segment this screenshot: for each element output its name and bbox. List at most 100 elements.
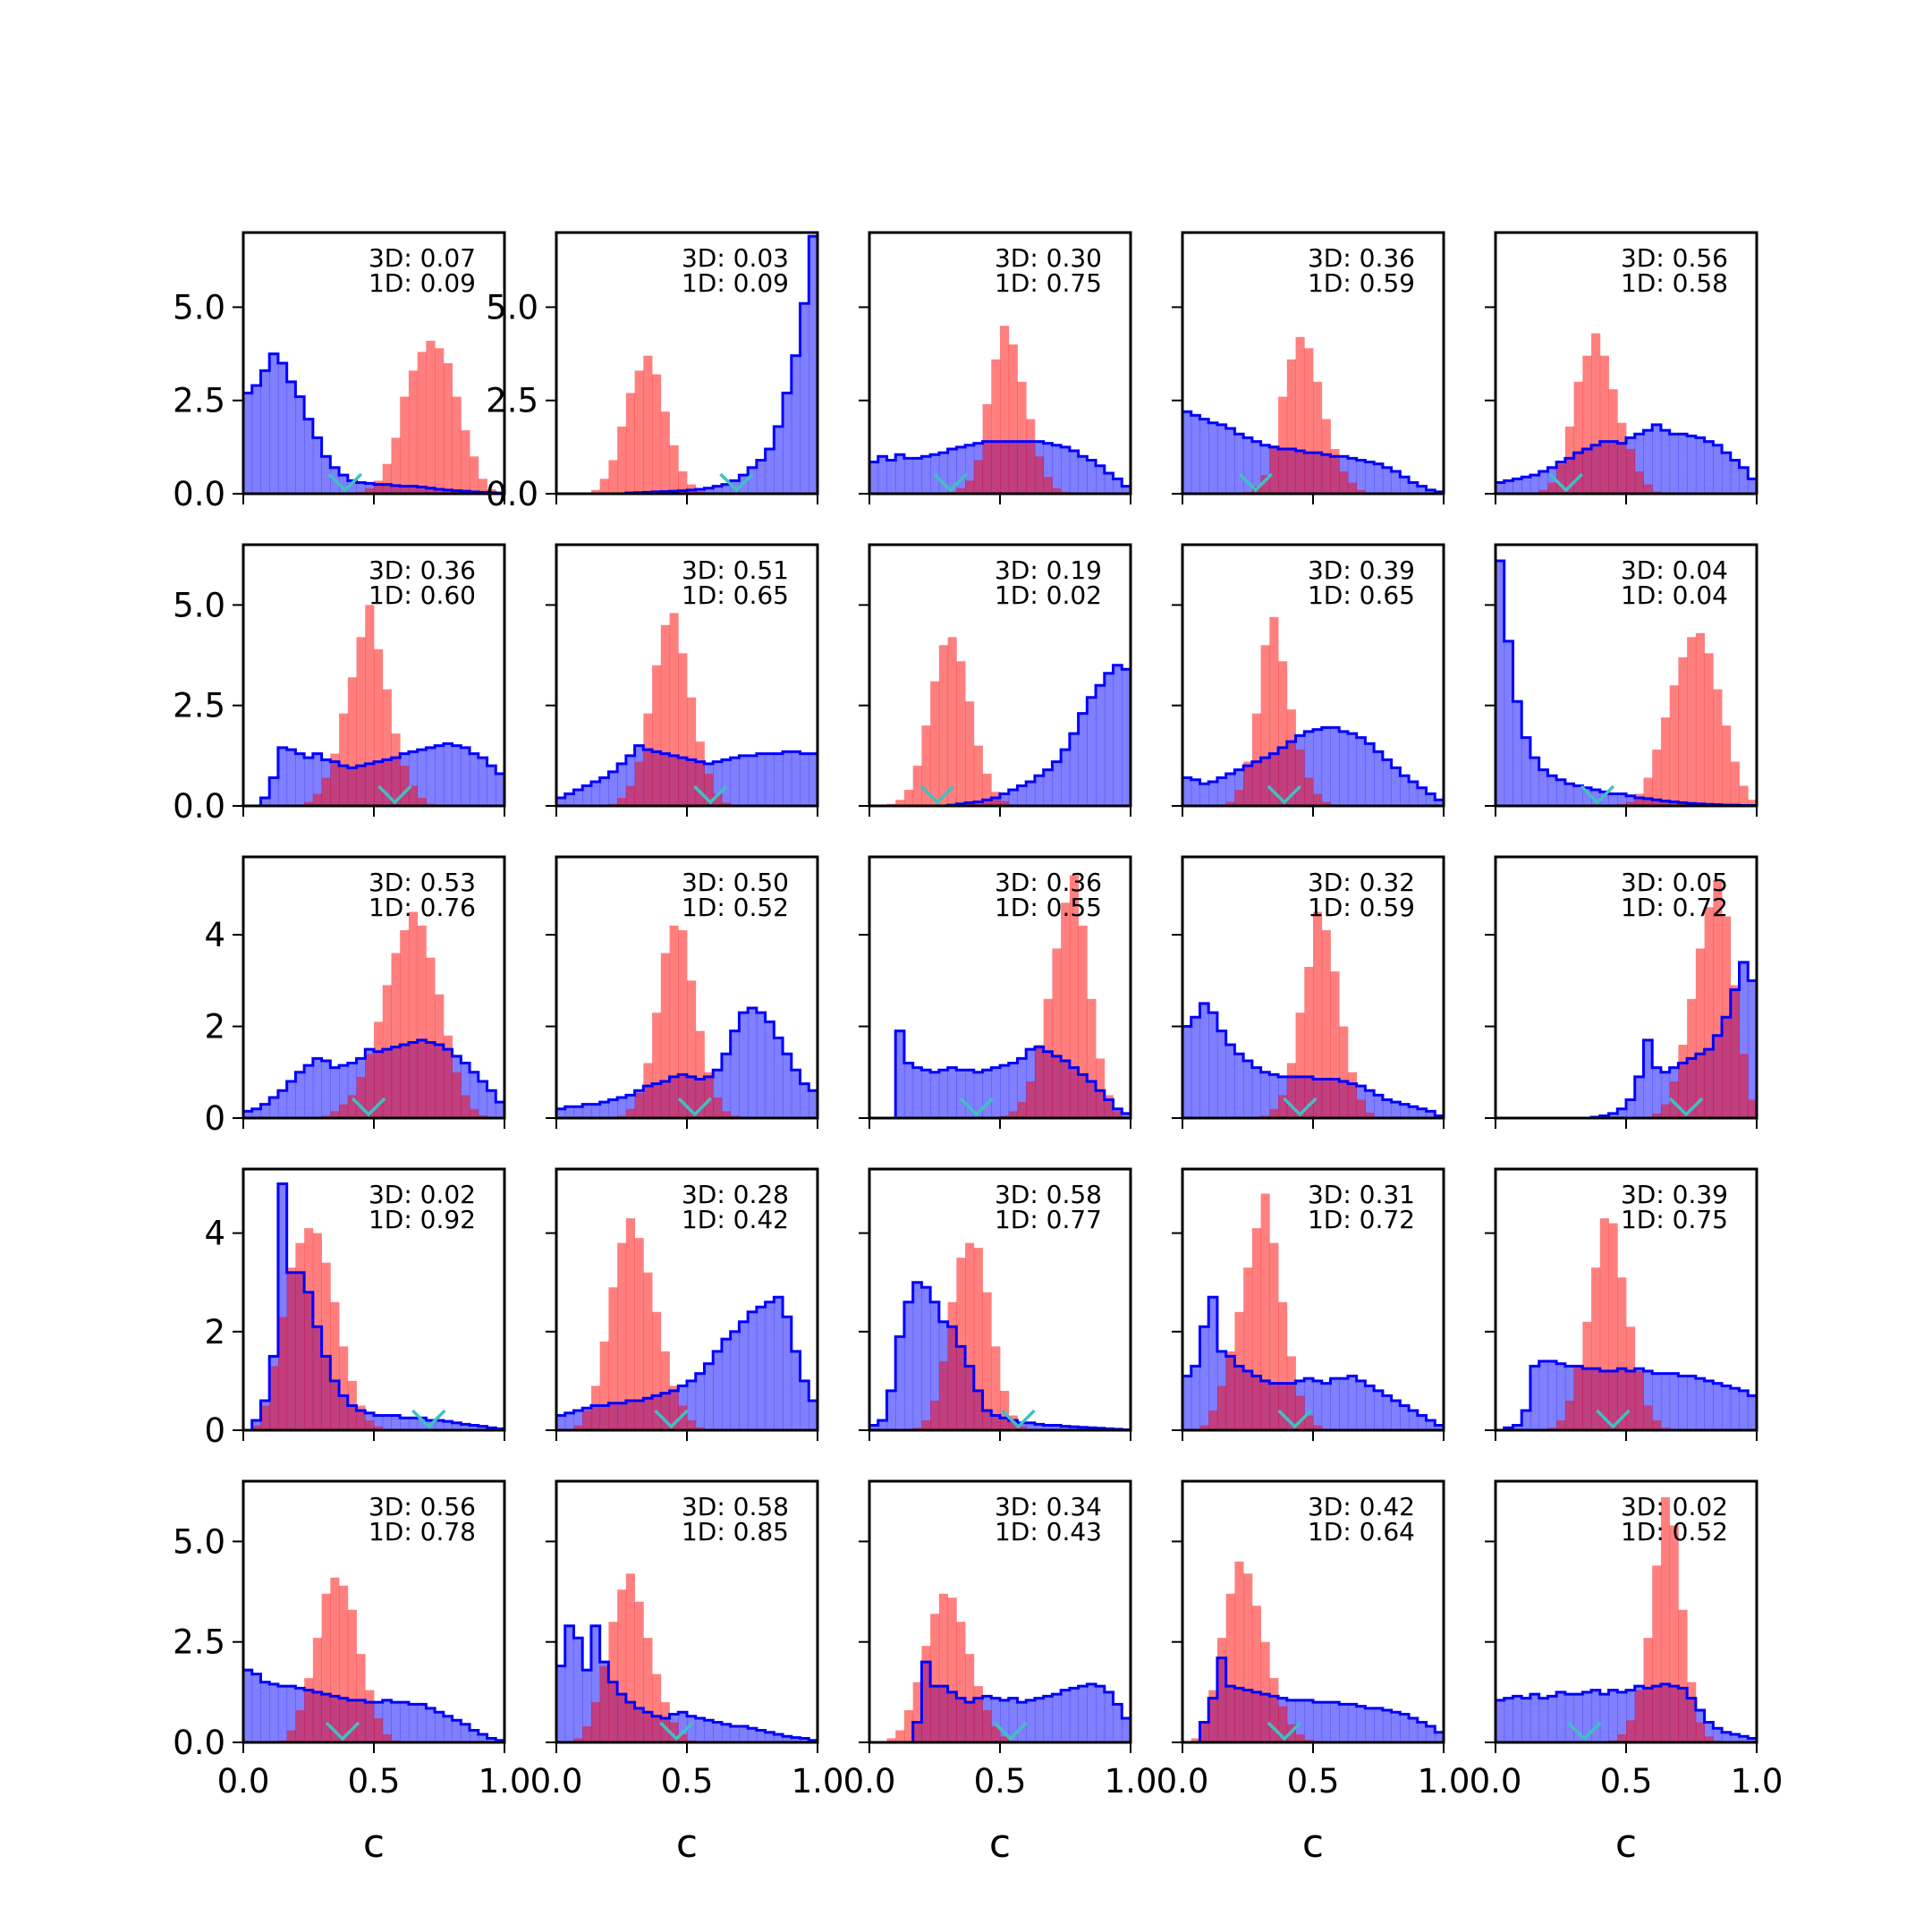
red-hist-bar (573, 1738, 583, 1742)
red-hist-bar (1626, 801, 1636, 806)
red-hist-bar (599, 479, 609, 494)
red-hist-bar (973, 460, 983, 494)
red-hist-bar (1251, 713, 1261, 806)
blue-hist-bar (809, 753, 818, 806)
blue-hist-bar (590, 782, 601, 806)
y-tick-label: 2.5 (486, 382, 538, 420)
blue-hist-bar (903, 1301, 914, 1430)
blue-hist-bar (1695, 1378, 1705, 1430)
blue-hist-bar (1382, 1710, 1392, 1742)
blue-hist-bar (695, 1373, 705, 1430)
blue-hist-bar (478, 1426, 487, 1430)
blue-hist-bar (1330, 1702, 1340, 1742)
blue-hist-bar (1409, 782, 1419, 806)
blue-hist-bar (1391, 470, 1401, 494)
estimate-marker (1001, 1409, 1036, 1429)
blue-hist-bar (286, 1081, 296, 1118)
subplot-annotation: 3D: 0.05 (1621, 868, 1728, 897)
red-hist-bar (965, 1654, 975, 1742)
red-hist-bar (1295, 1395, 1305, 1430)
plot-area (869, 637, 1131, 806)
blue-hist-outline (243, 1038, 504, 1118)
subplot-annotation: 3D: 0.39 (1308, 555, 1415, 585)
red-hist-bar (1096, 1058, 1106, 1118)
red-hist-bar (1660, 717, 1671, 806)
blue-hist-bar (478, 1081, 487, 1118)
blue-hist-bar (1556, 1363, 1566, 1430)
blue-hist-bar (1008, 1698, 1018, 1742)
red-hist-bar (617, 426, 627, 494)
blue-hist-outline (1496, 559, 1757, 806)
blue-hist-bar (748, 1728, 758, 1742)
blue-hist-bar (408, 1418, 419, 1430)
blue-hist-bar (426, 747, 436, 806)
plot-area (556, 1573, 818, 1742)
blue-hist-bar (1304, 731, 1314, 806)
x-tick-label: 0.0 (1470, 1762, 1522, 1801)
blue-hist-bar (1391, 1102, 1401, 1118)
blue-hist-bar (573, 1638, 583, 1742)
red-hist-bar (1347, 482, 1358, 494)
red-hist-bar (678, 1734, 688, 1742)
red-hist-bar (1278, 661, 1288, 806)
blue-hist-bar (1043, 443, 1053, 494)
plot-area (1182, 911, 1444, 1118)
blue-hist-bar (1538, 470, 1548, 494)
red-hist-bar (1626, 1720, 1636, 1742)
red-hist-bar (1347, 1072, 1358, 1118)
red-hist-bar (669, 1385, 679, 1430)
blue-hist-bar (556, 1665, 566, 1742)
blue-hist-bar (1122, 486, 1131, 494)
red-hist-bar (304, 1678, 314, 1742)
blue-hist-bar (1538, 769, 1548, 806)
blue-hist-bar (1313, 1702, 1323, 1742)
blue-hist-bar (1374, 463, 1384, 494)
subplot-annotation: 1D: 0.76 (369, 893, 476, 922)
blue-hist-bar (269, 353, 279, 494)
blue-hist-bar (1069, 451, 1079, 494)
blue-hist-bar (295, 753, 305, 806)
blue-hist-bar (1347, 1376, 1358, 1430)
blue-hist-bar (921, 1070, 931, 1118)
red-hist-bar (1643, 484, 1653, 494)
blue-hist-bar (713, 486, 723, 494)
red-hist-bar (695, 1427, 705, 1430)
red-hist-bar (956, 487, 966, 494)
blue-hist-outline (869, 1030, 1131, 1118)
blue-hist-bar (938, 1070, 948, 1118)
red-hist-bar (1269, 1242, 1279, 1430)
x-axis-label: c (1302, 1821, 1324, 1867)
blue-hist-bar (391, 1702, 401, 1742)
blue-hist-bar (1321, 1702, 1331, 1742)
blue-hist-bar (1096, 465, 1106, 494)
blue-hist-bar (704, 1720, 714, 1742)
blue-hist-bar (1339, 1704, 1349, 1742)
red-hist-bar (374, 1021, 384, 1118)
blue-hist-outline (1496, 1360, 1757, 1430)
red-hist-bar (1199, 1722, 1209, 1742)
red-hist-bar (912, 766, 922, 806)
red-hist-bar (408, 911, 419, 1118)
blue-hist-bar (452, 1422, 462, 1430)
blue-hist-bar (1400, 1714, 1410, 1742)
blue-hist-bar (435, 745, 445, 806)
plot-area (556, 925, 818, 1118)
blue-hist-bar (1496, 560, 1505, 806)
blue-hist-bar (1052, 1425, 1062, 1430)
y-tick-label: 0.0 (173, 475, 225, 513)
y-tick-label: 2 (204, 1313, 225, 1352)
red-hist-bar (1678, 1045, 1688, 1118)
blue-hist-bar (1104, 473, 1114, 494)
blue-hist-outline (1182, 410, 1444, 494)
plot-area (1182, 336, 1444, 494)
blue-hist-bar (1496, 1699, 1505, 1742)
blue-hist-bar (721, 759, 732, 806)
red-hist-bar (660, 411, 670, 494)
x-axis-label: c (676, 1821, 698, 1867)
plot-area (1182, 1561, 1444, 1742)
red-hist-bar (435, 994, 445, 1118)
blue-hist-bar (1225, 1045, 1235, 1118)
red-hist-bar (1339, 470, 1349, 494)
blue-hist-bar (1739, 962, 1749, 1118)
